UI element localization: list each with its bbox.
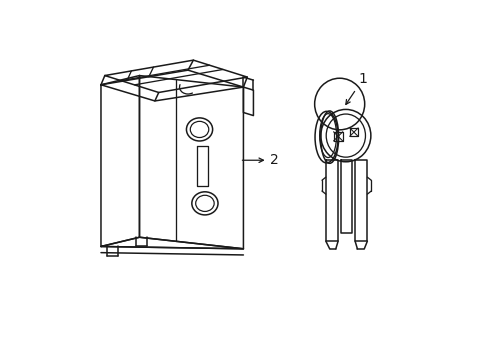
Text: 2: 2 [243, 153, 279, 167]
Text: 1: 1 [346, 72, 367, 104]
